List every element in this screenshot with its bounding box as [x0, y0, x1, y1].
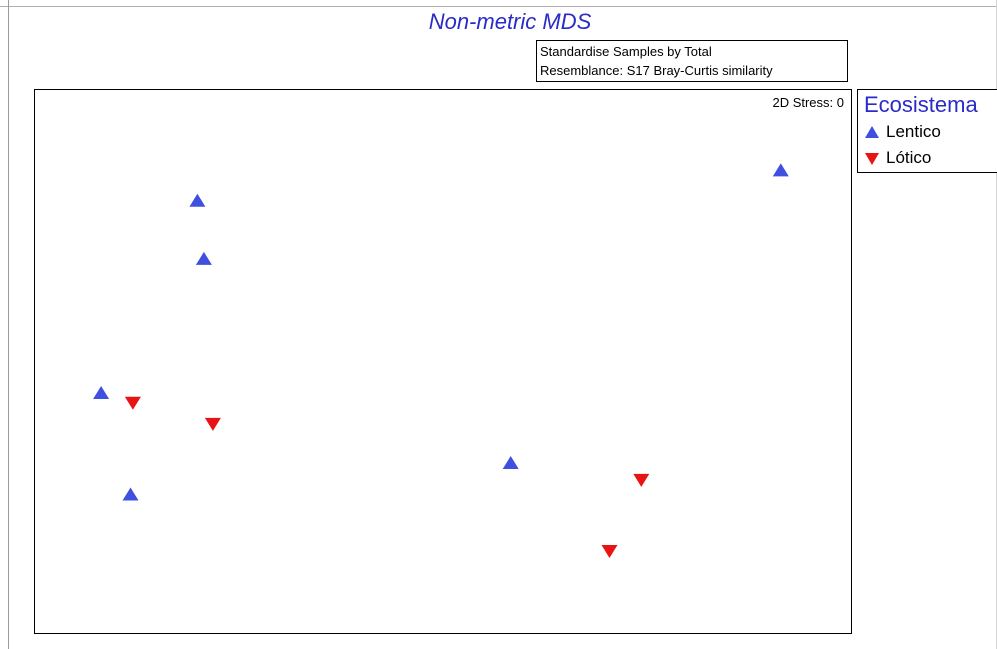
legend-item-lentico: Lentico [864, 121, 941, 143]
series-l-tico [124, 396, 650, 558]
triangle-up-icon [865, 126, 879, 138]
standardise-note: Standardise Samples by Total [540, 44, 712, 59]
triangle-down-icon [865, 153, 879, 165]
window-top-border [0, 6, 997, 7]
legend-label-lentico: Lentico [886, 122, 941, 141]
point-triangle-up-6 [122, 487, 139, 501]
scatter-plot [93, 163, 789, 558]
legend-label-lotico: Lótico [886, 148, 932, 167]
point-triangle-up-1 [772, 163, 789, 177]
analysis-info-box: Standardise Samples by Total Resemblance… [536, 40, 848, 82]
stress-label: 2D Stress: 0 [772, 95, 844, 110]
resemblance-note: Resemblance: S17 Bray-Curtis similarity [540, 63, 773, 78]
legend: Ecosistema Lentico Lótico [857, 89, 997, 173]
series-lentico [93, 163, 789, 501]
point-triangle-down-1 [124, 396, 141, 410]
point-triangle-down-4 [601, 545, 618, 558]
window-left-border [8, 0, 9, 649]
point-triangle-up-2 [189, 193, 206, 207]
chart-title: Non-metric MDS [428, 9, 592, 34]
plot-area: 2D Stress: 0 [34, 89, 852, 634]
point-triangle-down-3 [633, 473, 650, 487]
legend-item-lotico: Lótico [864, 147, 931, 169]
point-triangle-up-4 [93, 386, 110, 399]
point-triangle-up-5 [502, 456, 519, 469]
point-triangle-up-3 [195, 251, 212, 265]
point-triangle-down-2 [204, 417, 221, 431]
legend-title: Ecosistema [864, 92, 978, 117]
